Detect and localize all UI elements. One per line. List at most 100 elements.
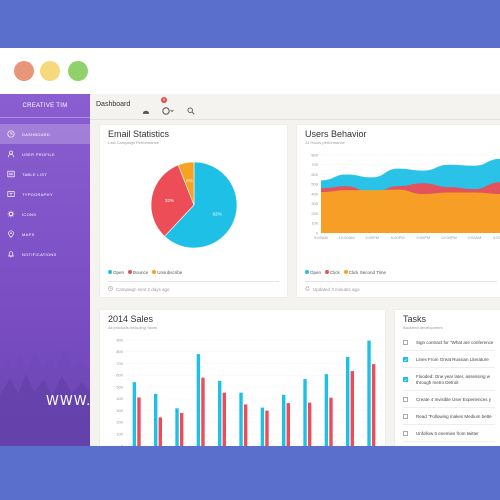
maximize-window-button[interactable] bbox=[68, 61, 88, 81]
task-checkbox[interactable] bbox=[403, 357, 408, 362]
y-tick-label: 700 bbox=[116, 361, 123, 366]
divider bbox=[305, 281, 497, 282]
bell-icon bbox=[6, 249, 16, 259]
sidebar-item-icons[interactable]: ICONS bbox=[0, 204, 90, 224]
bar-sep-series-1 bbox=[303, 379, 307, 446]
sidebar: CREATIVE TIM DASHBOARD USER PROFILE TABL… bbox=[0, 94, 90, 446]
sidebar-item-typography[interactable]: TYPOGRAPHY bbox=[0, 184, 90, 204]
watermark-text: WWW. bbox=[46, 394, 92, 409]
card-title: Email Statistics bbox=[108, 129, 170, 139]
bar-jan-series-1 bbox=[132, 382, 137, 446]
sidebar-item-label: DASHBOARD bbox=[22, 131, 51, 137]
x-tick-label: 12:00PM bbox=[441, 235, 457, 240]
card-subtitle: All products including Taxes bbox=[108, 325, 158, 330]
close-window-button[interactable] bbox=[14, 61, 34, 81]
sidebar-item-dashboard[interactable]: DASHBOARD bbox=[0, 124, 90, 144]
y-tick-label: 200 bbox=[116, 420, 123, 425]
sidebar-item-maps[interactable]: MAPS bbox=[0, 224, 90, 244]
bar-jun-series-1 bbox=[239, 392, 243, 446]
y-tick-label: 300 bbox=[116, 408, 123, 413]
chart-legend: Open Bounce Unsubscribe bbox=[108, 270, 182, 275]
history-icon bbox=[108, 286, 113, 292]
task-item[interactable]: Unfollow 5 enemies from twitter bbox=[403, 426, 495, 442]
card-subtitle: Last Campaign Performance bbox=[108, 140, 159, 145]
top-navbar: Dashboard 5 bbox=[90, 94, 500, 120]
sidebar-item-label: ICONS bbox=[22, 211, 37, 217]
y-tick-label: 700 bbox=[311, 162, 318, 167]
y-tick-label: 0 bbox=[316, 230, 319, 235]
task-text: Sign contract for "What are conference bbox=[416, 339, 494, 345]
minimize-window-button[interactable] bbox=[40, 61, 60, 81]
sidebar-item-label: NOTIFICATIONS bbox=[22, 251, 57, 257]
search-icon[interactable] bbox=[187, 102, 195, 120]
card-title: Users Behavior bbox=[305, 129, 367, 139]
y-tick-label: 100 bbox=[311, 221, 318, 226]
legend-item-click: Click bbox=[325, 270, 340, 275]
task-checkbox[interactable] bbox=[403, 431, 408, 436]
x-tick-label: 6:00AM bbox=[493, 235, 500, 240]
task-checkbox[interactable] bbox=[403, 397, 408, 402]
refresh-icon bbox=[305, 286, 310, 292]
sidebar-item-notifications[interactable]: NOTIFICATIONS bbox=[0, 244, 90, 264]
y-tick-label: 800 bbox=[311, 152, 318, 157]
divider bbox=[108, 281, 279, 282]
clock-icon bbox=[6, 129, 16, 139]
bar-jul-series-2 bbox=[265, 410, 269, 446]
task-text: Create 4 Invisible User Experiences y bbox=[416, 396, 492, 402]
sidebar-item-label: USER PROFILE bbox=[22, 151, 55, 157]
bar-apr-series-1 bbox=[196, 354, 201, 446]
footer-text: Updated 3 minutes ago bbox=[313, 286, 360, 292]
sidebar-item-table-list[interactable]: TABLE LIST bbox=[0, 164, 90, 184]
card-subtitle: Backend development bbox=[403, 325, 443, 330]
y-tick-label: 600 bbox=[116, 373, 123, 378]
task-item[interactable]: Read "Following makes Medium bette bbox=[403, 409, 495, 425]
bar-dec-series-1 bbox=[367, 340, 371, 446]
task-text: Unfollow 5 enemies from twitter bbox=[416, 430, 479, 436]
y-tick-label: 500 bbox=[311, 182, 318, 187]
x-tick-label: 3:00PM bbox=[365, 235, 379, 240]
x-tick-label: 6:00PM bbox=[391, 235, 405, 240]
bar-aug-series-1 bbox=[282, 394, 286, 446]
pie-slice-open bbox=[164, 161, 238, 249]
y-tick-label: 800 bbox=[116, 349, 123, 354]
legend-item-open: Open bbox=[108, 270, 124, 275]
task-item[interactable]: Sign contract for "What are conference bbox=[403, 335, 495, 351]
users-behavior-card: Users Behavior 24 Hours performance 0 100… bbox=[297, 125, 500, 297]
pie-slice-label: 32% bbox=[165, 198, 174, 203]
task-checkbox[interactable] bbox=[403, 377, 408, 382]
card-footer: Updated 3 minutes ago bbox=[305, 286, 360, 292]
sidebar-item-label: TYPOGRAPHY bbox=[22, 191, 53, 197]
task-item[interactable]: Create 4 Invisible User Experiences y bbox=[403, 392, 495, 408]
brand-logo[interactable]: CREATIVE TIM bbox=[0, 94, 90, 118]
globe-icon[interactable] bbox=[162, 102, 174, 120]
bar-feb-series-1 bbox=[154, 393, 158, 446]
bar-oct-series-1 bbox=[324, 374, 329, 446]
bar-jun-series-2 bbox=[243, 404, 248, 446]
y-tick-label: 500 bbox=[116, 384, 123, 389]
task-checkbox[interactable] bbox=[403, 340, 408, 345]
sidebar-item-label: MAPS bbox=[22, 231, 35, 237]
task-item[interactable]: Flooded: One year later, assessing w thro… bbox=[403, 369, 495, 391]
y-tick-label: 400 bbox=[311, 191, 318, 196]
legend-item-unsubscribe: Unsubscribe bbox=[152, 270, 182, 275]
gear-icon bbox=[6, 209, 16, 219]
pie-slice-bounce bbox=[150, 164, 195, 237]
sidebar-item-user-profile[interactable]: USER PROFILE bbox=[0, 144, 90, 164]
task-text: Flooded: One year later, assessing w thro… bbox=[416, 374, 491, 385]
card-footer: Campaign sent 2 days ago bbox=[108, 286, 170, 292]
y-tick-label: 0 bbox=[121, 443, 124, 446]
list-icon bbox=[6, 169, 16, 179]
x-tick-label: 9:00PM bbox=[416, 235, 430, 240]
user-icon bbox=[6, 149, 16, 159]
app-window: CREATIVE TIM DASHBOARD USER PROFILE TABL… bbox=[0, 48, 500, 446]
dashboard-icon[interactable] bbox=[142, 102, 150, 120]
footer-text: Campaign sent 2 days ago bbox=[116, 286, 170, 292]
task-checkbox[interactable] bbox=[403, 414, 408, 419]
task-item[interactable]: Lines From Great Russian Literature bbox=[403, 352, 495, 368]
sidebar-item-label: TABLE LIST bbox=[22, 171, 47, 177]
pie-slice-label: 62% bbox=[213, 212, 222, 217]
bar-jan-series-2 bbox=[137, 397, 141, 446]
x-tick-label: 3:00AM bbox=[468, 235, 482, 240]
y-tick-label: 900 bbox=[116, 337, 123, 342]
bar-feb-series-2 bbox=[158, 417, 162, 446]
